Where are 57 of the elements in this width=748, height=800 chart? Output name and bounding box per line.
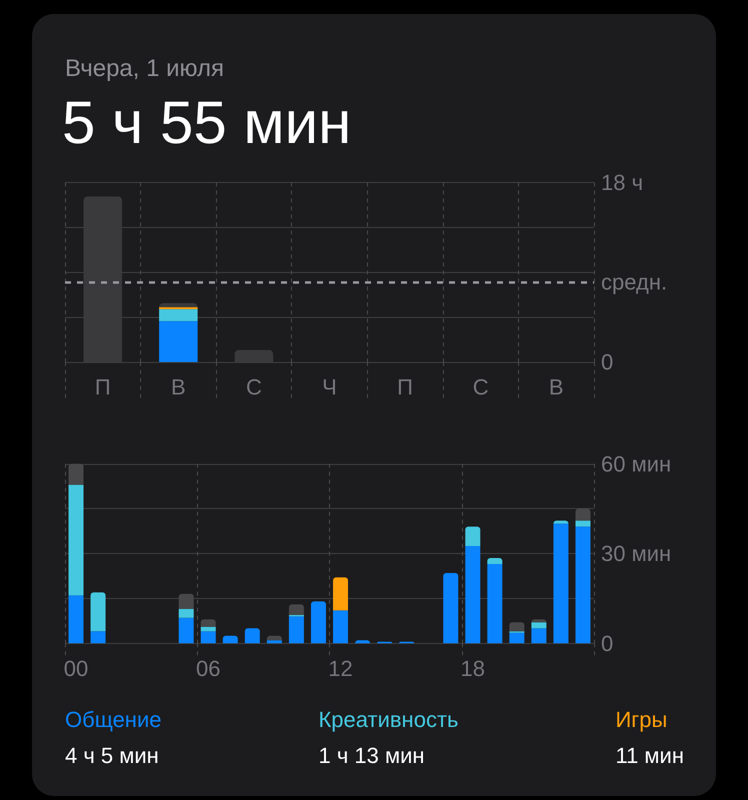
- x-tick-label: 06: [196, 656, 221, 681]
- bar: [575, 526, 590, 644]
- y-tick-label: 18 ч: [601, 170, 644, 195]
- x-tick-label: Ч: [322, 374, 337, 400]
- bar: [244, 628, 260, 644]
- text: 1 ч 13 мин: [318, 743, 425, 768]
- bar: [68, 595, 84, 644]
- bar: [465, 526, 480, 546]
- bar: [575, 520, 590, 527]
- text: Креативность: [318, 707, 458, 732]
- y-tick-label: 60 мин: [601, 451, 672, 476]
- bar: [509, 622, 524, 632]
- x-tick-label: 00: [64, 656, 88, 681]
- bar: [443, 572, 458, 644]
- bar: [288, 616, 304, 644]
- bar: [159, 303, 198, 308]
- bar: [531, 628, 546, 644]
- bar: [222, 636, 238, 644]
- bar: [200, 631, 216, 644]
- text: 4 ч 5 мин: [65, 743, 159, 768]
- bar: [159, 309, 198, 322]
- y-tick-label: 0: [601, 630, 614, 656]
- bar: [200, 626, 216, 632]
- x-tick-label: С: [472, 374, 489, 400]
- bar: [266, 640, 282, 644]
- text: Общение: [65, 707, 162, 732]
- x-tick-label: С: [246, 374, 262, 400]
- bar: [288, 604, 304, 615]
- bar: [200, 619, 216, 627]
- bar: [487, 564, 502, 644]
- bar: [509, 632, 524, 644]
- bar: [90, 631, 106, 644]
- bar: [487, 558, 502, 564]
- bar: [333, 610, 348, 644]
- x-tick-label: П: [397, 374, 413, 400]
- bar: [178, 618, 194, 644]
- ref-line-label: средн.: [601, 270, 668, 295]
- x-tick-label: В: [548, 374, 564, 400]
- x-tick-label: П: [94, 374, 111, 400]
- bar: [178, 608, 194, 618]
- text: 11 мин: [615, 743, 684, 768]
- bar: [68, 484, 84, 596]
- y-tick-label: 0: [601, 350, 614, 374]
- x-tick-label: В: [171, 374, 186, 400]
- bar: [90, 592, 106, 632]
- bar: [465, 546, 480, 644]
- bar: [333, 577, 348, 610]
- x-tick-label: 18: [460, 656, 486, 681]
- bar: [531, 622, 546, 628]
- x-tick-label: 12: [328, 656, 353, 681]
- bar: [553, 524, 568, 644]
- y-tick-label: 30 мин: [601, 541, 672, 566]
- chart-title: 5 ч 55 мин: [62, 89, 352, 156]
- chart-subtitle: Вчера, 1 июля: [65, 55, 224, 82]
- bar: [310, 601, 326, 644]
- text: Игры: [615, 707, 668, 732]
- bar: [159, 321, 198, 362]
